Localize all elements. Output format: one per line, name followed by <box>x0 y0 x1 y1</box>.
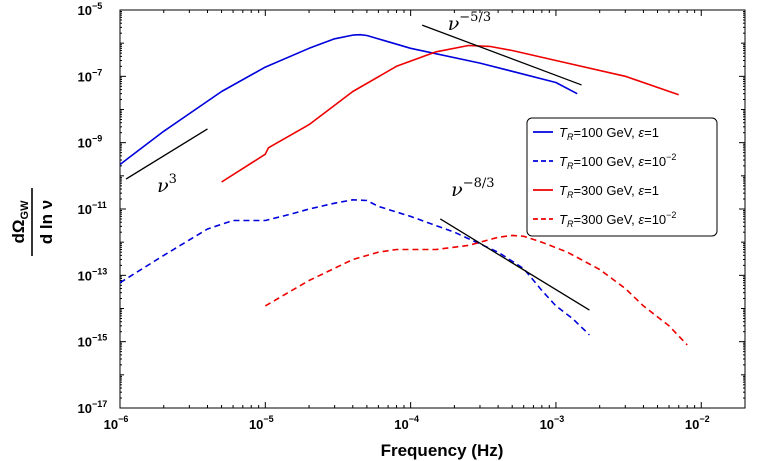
y-label-denominator: d ln ν <box>37 200 56 244</box>
series-line-4 <box>264 234 688 346</box>
slope-label-nu-cubed: ν3 <box>157 172 177 197</box>
y-axis-label: dΩGW d ln ν <box>9 188 56 256</box>
x-tick-label: 10−2 <box>685 414 710 432</box>
slope-line-nu-cubed <box>125 128 208 180</box>
legend-eps: ε <box>638 183 644 198</box>
legend: TR=100 GeV, ε=1TR=100 GeV, ε=10−2TR=300 … <box>526 117 718 237</box>
y-label-numerator: dΩ <box>9 219 28 243</box>
x-tick-exponent: −6 <box>118 414 128 424</box>
y-tick-exponent: −5 <box>92 1 102 11</box>
legend-rest: =300 GeV, <box>573 212 638 227</box>
y-tick-label: 10 <box>78 3 92 18</box>
y-tick-base: 10 <box>78 136 92 151</box>
slope-annotations: ν3ν−5/3ν−8/3 <box>125 10 590 311</box>
y-tick-base: 10 <box>78 335 92 350</box>
series-line-2 <box>119 199 590 336</box>
y-tick-label: 10 <box>78 335 92 350</box>
legend-T: T <box>559 125 568 140</box>
y-tick-exponent: −9 <box>92 134 102 144</box>
x-tick-exponent: −4 <box>409 414 419 424</box>
legend-label-2: TR=100 GeV, ε=10−2 <box>559 152 676 171</box>
y-tick-label: 10 <box>78 401 92 416</box>
legend-eq: =10 <box>644 154 666 169</box>
slope-label-nu-minus-5-3: ν−5/3 <box>448 10 491 35</box>
legend-eq: =1 <box>644 125 659 140</box>
x-tick-label: 10−6 <box>104 414 129 432</box>
x-tick-base: 10 <box>540 417 554 432</box>
x-tick-exponent: −5 <box>263 414 273 424</box>
series-line-1 <box>119 33 578 166</box>
x-axis-label: Frequency (Hz) <box>381 441 504 460</box>
legend-sub: R <box>567 132 574 142</box>
slope-line-nu-minus-5-3 <box>421 24 582 86</box>
legend-rest: =300 GeV, <box>573 183 638 198</box>
legend-T: T <box>559 212 568 227</box>
x-tick-base: 10 <box>394 417 408 432</box>
legend-eq: =1 <box>644 183 659 198</box>
legend-sub: R <box>567 190 574 200</box>
legend-exp: −2 <box>666 210 676 220</box>
y-tick-label: 10 <box>78 202 92 217</box>
slope-line-nu-minus-8-3 <box>439 218 590 311</box>
x-tick-base: 10 <box>249 417 263 432</box>
legend-sub: R <box>567 161 574 171</box>
slope-label-exponent: −5/3 <box>459 10 491 25</box>
y-tick-base: 10 <box>78 202 92 217</box>
axis-ticks: 10−6 10−5 10−4 10−3 10−210−1710−1510−1310−11… <box>78 1 746 432</box>
legend-eps: ε <box>638 125 644 140</box>
y-label-numerator-sub: GW <box>19 200 31 220</box>
y-tick-exponent: −15 <box>92 333 107 343</box>
legend-T: T <box>559 183 568 198</box>
y-tick-exponent: −11 <box>92 200 107 210</box>
x-tick-label: 10−3 <box>540 414 565 432</box>
series-line-3 <box>221 44 679 183</box>
y-tick-base: 10 <box>78 401 92 416</box>
slope-label-base: ν <box>451 179 463 201</box>
slope-label-base: ν <box>448 13 460 35</box>
slope-label-nu-minus-8-3: ν−8/3 <box>451 176 494 201</box>
legend-eps: ε <box>638 212 644 227</box>
svg-text:dΩGW: dΩGW <box>9 200 31 244</box>
legend-eq: =10 <box>644 212 666 227</box>
y-tick-exponent: −17 <box>92 399 107 409</box>
y-tick-base: 10 <box>78 268 92 283</box>
y-tick-label: 10 <box>78 268 92 283</box>
y-tick-exponent: −7 <box>92 67 102 77</box>
y-tick-label: 10 <box>78 69 92 84</box>
x-tick-label: 10−5 <box>249 414 274 432</box>
x-tick-exponent: −2 <box>699 414 709 424</box>
slope-label-exponent: −8/3 <box>463 176 495 191</box>
legend-label-3: TR=300 GeV, ε=1 <box>559 183 659 200</box>
legend-label-1: TR=100 GeV, ε=1 <box>559 125 659 142</box>
slope-label-exponent: 3 <box>169 172 177 187</box>
legend-exp: −2 <box>666 152 676 162</box>
x-tick-base: 10 <box>685 417 699 432</box>
legend-sub: R <box>567 219 574 229</box>
data-series <box>119 33 688 346</box>
legend-box <box>526 117 718 237</box>
x-tick-label: 10−4 <box>394 414 419 432</box>
y-tick-base: 10 <box>78 69 92 84</box>
legend-rest: =100 GeV, <box>573 125 638 140</box>
legend-T: T <box>559 154 568 169</box>
y-tick-label: 10 <box>78 136 92 151</box>
y-tick-exponent: −13 <box>92 266 107 276</box>
legend-eps: ε <box>638 154 644 169</box>
x-tick-base: 10 <box>104 417 118 432</box>
y-tick-base: 10 <box>78 3 92 18</box>
slope-label-base: ν <box>157 175 169 197</box>
x-tick-exponent: −3 <box>554 414 564 424</box>
legend-rest: =100 GeV, <box>573 154 638 169</box>
legend-label-4: TR=300 GeV, ε=10−2 <box>559 210 676 229</box>
